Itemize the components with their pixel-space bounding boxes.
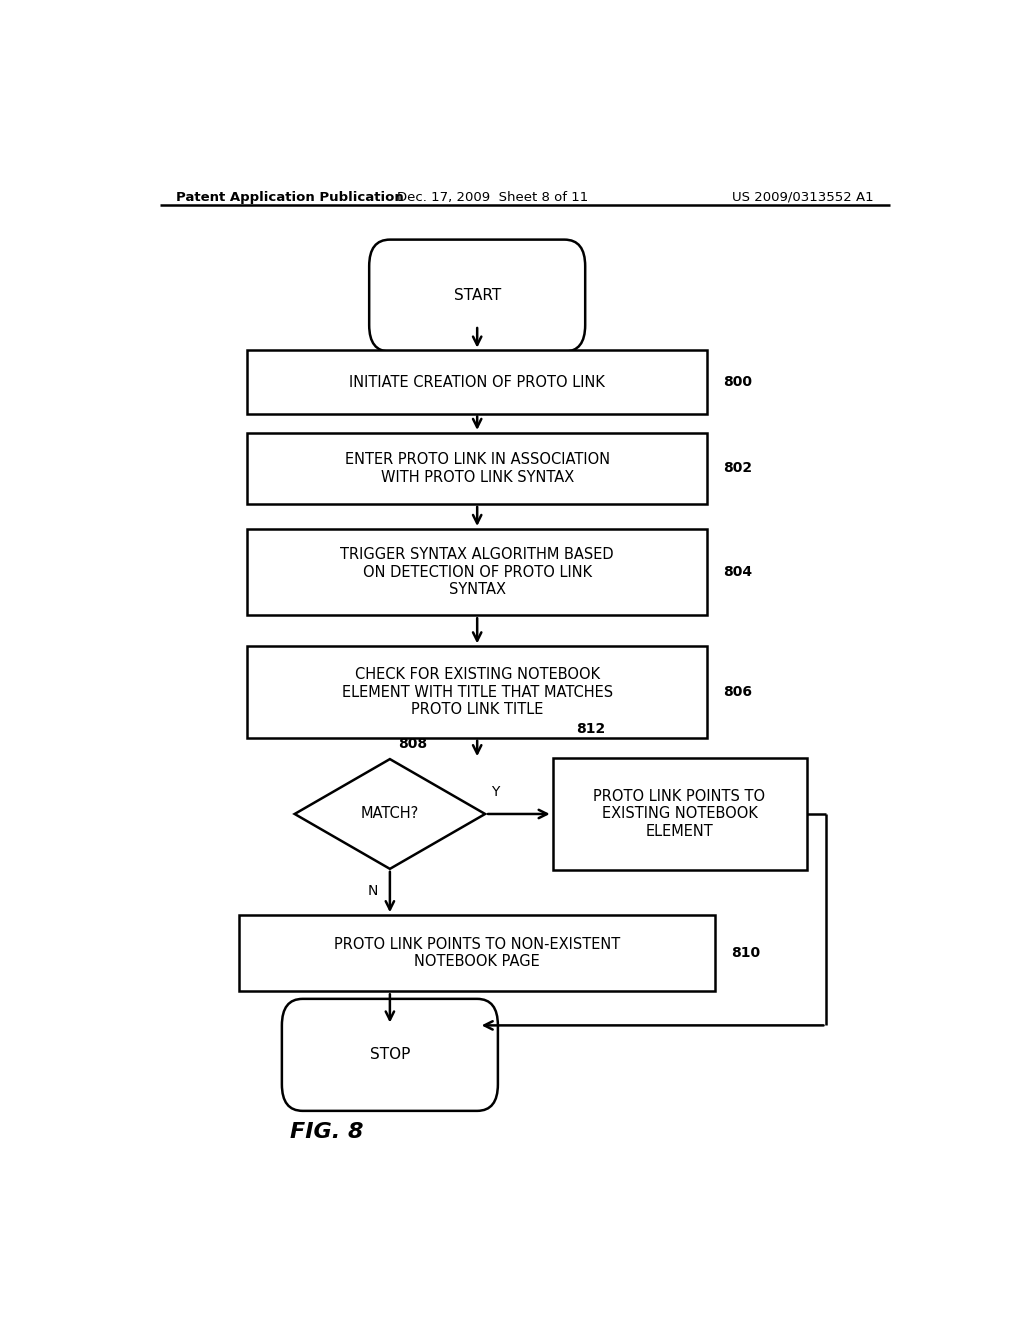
Text: 812: 812	[577, 722, 605, 735]
Bar	[247, 433, 708, 504]
FancyBboxPatch shape	[370, 240, 585, 351]
Polygon shape	[295, 759, 485, 869]
Text: CHECK FOR EXISTING NOTEBOOK
ELEMENT WITH TITLE THAT MATCHES
PROTO LINK TITLE: CHECK FOR EXISTING NOTEBOOK ELEMENT WITH…	[342, 667, 612, 717]
Text: STOP: STOP	[370, 1047, 410, 1063]
Bar	[240, 915, 715, 991]
Bar	[247, 529, 708, 615]
Bar	[247, 351, 708, 413]
Text: 810: 810	[731, 946, 760, 960]
FancyBboxPatch shape	[282, 999, 498, 1111]
Text: START: START	[454, 288, 501, 304]
Bar	[247, 647, 708, 738]
Text: 804: 804	[723, 565, 753, 579]
Text: PROTO LINK POINTS TO
EXISTING NOTEBOOK
ELEMENT: PROTO LINK POINTS TO EXISTING NOTEBOOK E…	[594, 789, 766, 840]
Text: 802: 802	[723, 462, 753, 475]
Text: ENTER PROTO LINK IN ASSOCIATION
WITH PROTO LINK SYNTAX: ENTER PROTO LINK IN ASSOCIATION WITH PRO…	[345, 453, 609, 484]
Text: INITIATE CREATION OF PROTO LINK: INITIATE CREATION OF PROTO LINK	[349, 375, 605, 389]
Text: TRIGGER SYNTAX ALGORITHM BASED
ON DETECTION OF PROTO LINK
SYNTAX: TRIGGER SYNTAX ALGORITHM BASED ON DETECT…	[340, 548, 614, 597]
Text: 800: 800	[723, 375, 753, 389]
Text: FIG. 8: FIG. 8	[290, 1122, 364, 1142]
Text: 806: 806	[723, 685, 753, 700]
Text: PROTO LINK POINTS TO NON-EXISTENT
NOTEBOOK PAGE: PROTO LINK POINTS TO NON-EXISTENT NOTEBO…	[334, 937, 621, 969]
Text: MATCH?: MATCH?	[360, 807, 419, 821]
Text: Patent Application Publication: Patent Application Publication	[176, 190, 403, 203]
Text: Y: Y	[492, 784, 500, 799]
Text: 808: 808	[397, 737, 427, 751]
Text: N: N	[368, 884, 378, 898]
Bar	[553, 758, 807, 870]
Text: Dec. 17, 2009  Sheet 8 of 11: Dec. 17, 2009 Sheet 8 of 11	[397, 190, 589, 203]
Text: US 2009/0313552 A1: US 2009/0313552 A1	[732, 190, 873, 203]
